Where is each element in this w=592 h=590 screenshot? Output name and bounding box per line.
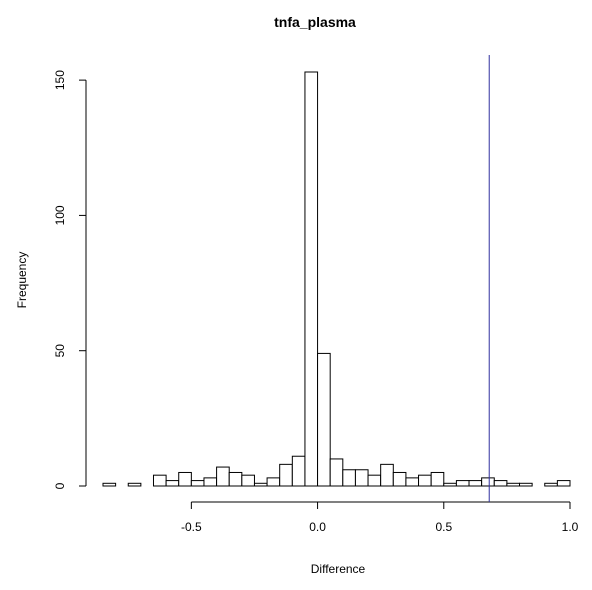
x-tick-label: 0.5 bbox=[435, 520, 452, 534]
x-tick-label: 0.0 bbox=[309, 520, 326, 534]
histogram-bar bbox=[291, 455, 306, 487]
x-axis: -0.5 0.0 0.5 1.0 bbox=[181, 501, 579, 534]
histogram-bar bbox=[455, 480, 470, 487]
y-axis: 0 50 100 150 bbox=[53, 70, 87, 489]
histogram-bar bbox=[392, 471, 407, 487]
histogram-bar bbox=[380, 463, 394, 487]
histogram-bar bbox=[152, 474, 167, 487]
histogram-bar bbox=[329, 458, 344, 487]
histogram-bar bbox=[506, 482, 521, 487]
histogram-bar bbox=[266, 477, 281, 487]
histogram-bar bbox=[178, 471, 192, 487]
bars-group bbox=[102, 71, 571, 487]
histogram-bar bbox=[203, 477, 218, 487]
histogram-bar bbox=[253, 482, 268, 487]
histogram-bar bbox=[468, 480, 483, 487]
y-tick-label: 50 bbox=[53, 344, 67, 358]
histogram-bar bbox=[418, 474, 432, 487]
histogram-bar bbox=[556, 480, 571, 487]
histogram-bar bbox=[430, 471, 445, 487]
histogram-bar bbox=[190, 480, 205, 487]
histogram-bar bbox=[405, 477, 420, 487]
y-tick-label: 0 bbox=[53, 482, 67, 489]
histogram-bar bbox=[354, 469, 369, 487]
histogram-bar bbox=[317, 352, 331, 487]
y-tick-label: 100 bbox=[53, 205, 67, 225]
y-axis-label: Frequency bbox=[15, 252, 29, 309]
histogram-bar bbox=[241, 474, 255, 487]
histogram-bar bbox=[519, 482, 533, 487]
histogram-bar bbox=[493, 480, 508, 487]
histogram-bar bbox=[544, 482, 558, 487]
x-tick-label: 1.0 bbox=[562, 520, 579, 534]
histogram-bar bbox=[165, 480, 180, 487]
histogram-bar bbox=[443, 482, 457, 487]
histogram-bar bbox=[304, 71, 319, 487]
histogram-bar bbox=[216, 466, 230, 487]
histogram-bar bbox=[127, 482, 142, 487]
y-tick-label: 150 bbox=[53, 70, 67, 90]
histogram-bar bbox=[342, 469, 356, 487]
histogram-bar bbox=[279, 463, 293, 487]
histogram-bar bbox=[367, 474, 382, 487]
x-tick-label: -0.5 bbox=[181, 520, 202, 534]
histogram-bar bbox=[102, 482, 117, 487]
histogram-bar bbox=[228, 471, 243, 487]
histogram-bar bbox=[481, 477, 495, 487]
chart-title: tnfa_plasma bbox=[274, 14, 356, 30]
x-axis-label: Difference bbox=[311, 562, 366, 576]
